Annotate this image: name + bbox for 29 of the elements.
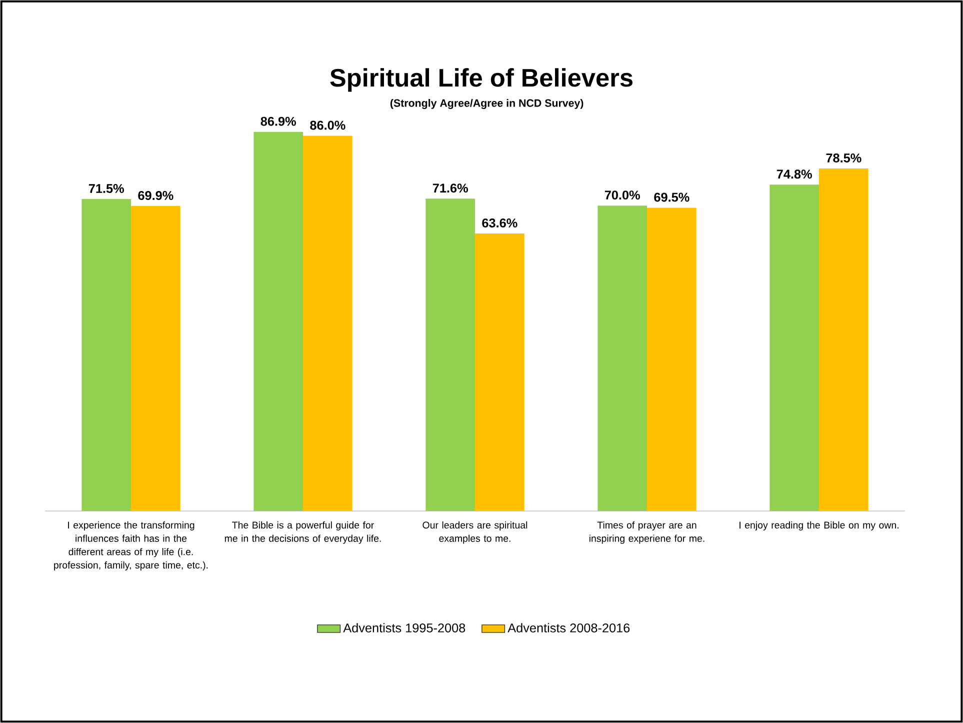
x-tick-label: The Bible is a powerful guide for me in the decisions of everyday life. — [224, 521, 381, 544]
chart-subtitle: (Strongly Agree/Agree in NCD Survey) — [390, 98, 584, 109]
bar — [475, 234, 524, 511]
data-label: 78.5% — [826, 153, 862, 162]
x-tick-label: I experience the transforming influences faith has in the different areas of my life (i.e. profession, family, spare time, etc.). — [54, 521, 208, 570]
x-tick-label: Our leaders are spiritual examples to me. — [422, 521, 528, 544]
bar — [426, 198, 476, 511]
data-label: 70.0% — [604, 190, 640, 200]
data-label: 86.9% — [260, 116, 296, 126]
data-label: 71.6% — [432, 184, 468, 193]
bar — [770, 184, 820, 511]
bar — [82, 199, 132, 511]
bar — [303, 136, 352, 511]
bar — [598, 206, 648, 511]
legend-label: Adventists 2008-2016 — [508, 623, 630, 632]
bar — [647, 208, 696, 511]
data-label: 69.5% — [654, 192, 690, 202]
data-label: 63.6% — [482, 218, 518, 228]
bar — [254, 132, 304, 511]
data-label: 69.9% — [138, 191, 174, 200]
data-label: 86.0% — [310, 120, 346, 130]
chart-title: Spiritual Life of Believers — [330, 68, 632, 92]
legend-label: Adventists 1995-2008 — [343, 623, 466, 632]
x-tick-label: Times of prayer are an inspiring experiene for me. — [589, 521, 704, 544]
data-label: 71.5% — [88, 184, 124, 194]
bar — [819, 168, 868, 511]
bar — [131, 206, 180, 511]
x-tick-label: I enjoy reading the Bible on my own. — [740, 521, 898, 530]
data-label: 74.8% — [776, 170, 812, 179]
